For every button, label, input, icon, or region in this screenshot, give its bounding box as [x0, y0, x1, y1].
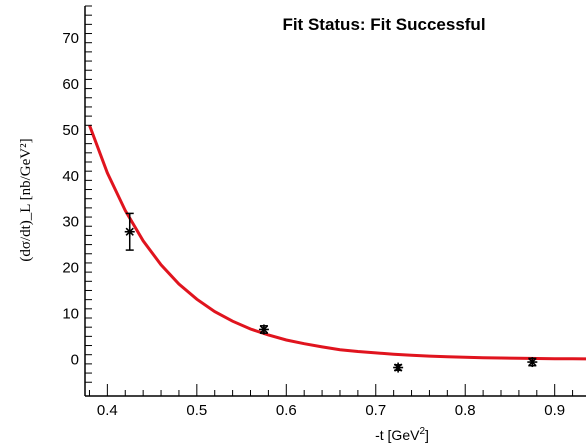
x-tick-label: 0.9 [544, 402, 565, 419]
y-tick-label: 50 [62, 122, 79, 139]
marker-star [528, 357, 537, 367]
x-axis-label: -t [GeV2] [375, 426, 429, 443]
x-tick-label: 0.6 [276, 402, 297, 419]
x-tick-label: 0.4 [97, 402, 118, 419]
y-tick-label: 20 [62, 260, 79, 277]
marker-star [125, 227, 134, 236]
y-tick-label: 40 [62, 168, 79, 185]
data-point [393, 362, 404, 373]
chart-title: Fit Status: Fit Successful [282, 15, 485, 34]
data-point [527, 357, 538, 368]
y-tick-label: 70 [62, 30, 79, 47]
data-point [124, 212, 135, 251]
y-axis-label: (dσ/dt)_L [nb/GeV²] [18, 138, 34, 261]
x-tick-label: 0.8 [455, 402, 476, 419]
marker-star [393, 363, 403, 372]
data-point [258, 324, 269, 335]
marker-star [259, 325, 269, 334]
x-tick-label: 0.5 [186, 402, 207, 419]
y-tick-label: 30 [62, 214, 79, 231]
x-tick-label: 0.7 [365, 402, 386, 419]
y-tick-label: 0 [71, 351, 79, 368]
y-tick-label: 60 [62, 76, 79, 93]
y-tick-label: 10 [62, 305, 79, 322]
fit-curve [88, 124, 587, 361]
